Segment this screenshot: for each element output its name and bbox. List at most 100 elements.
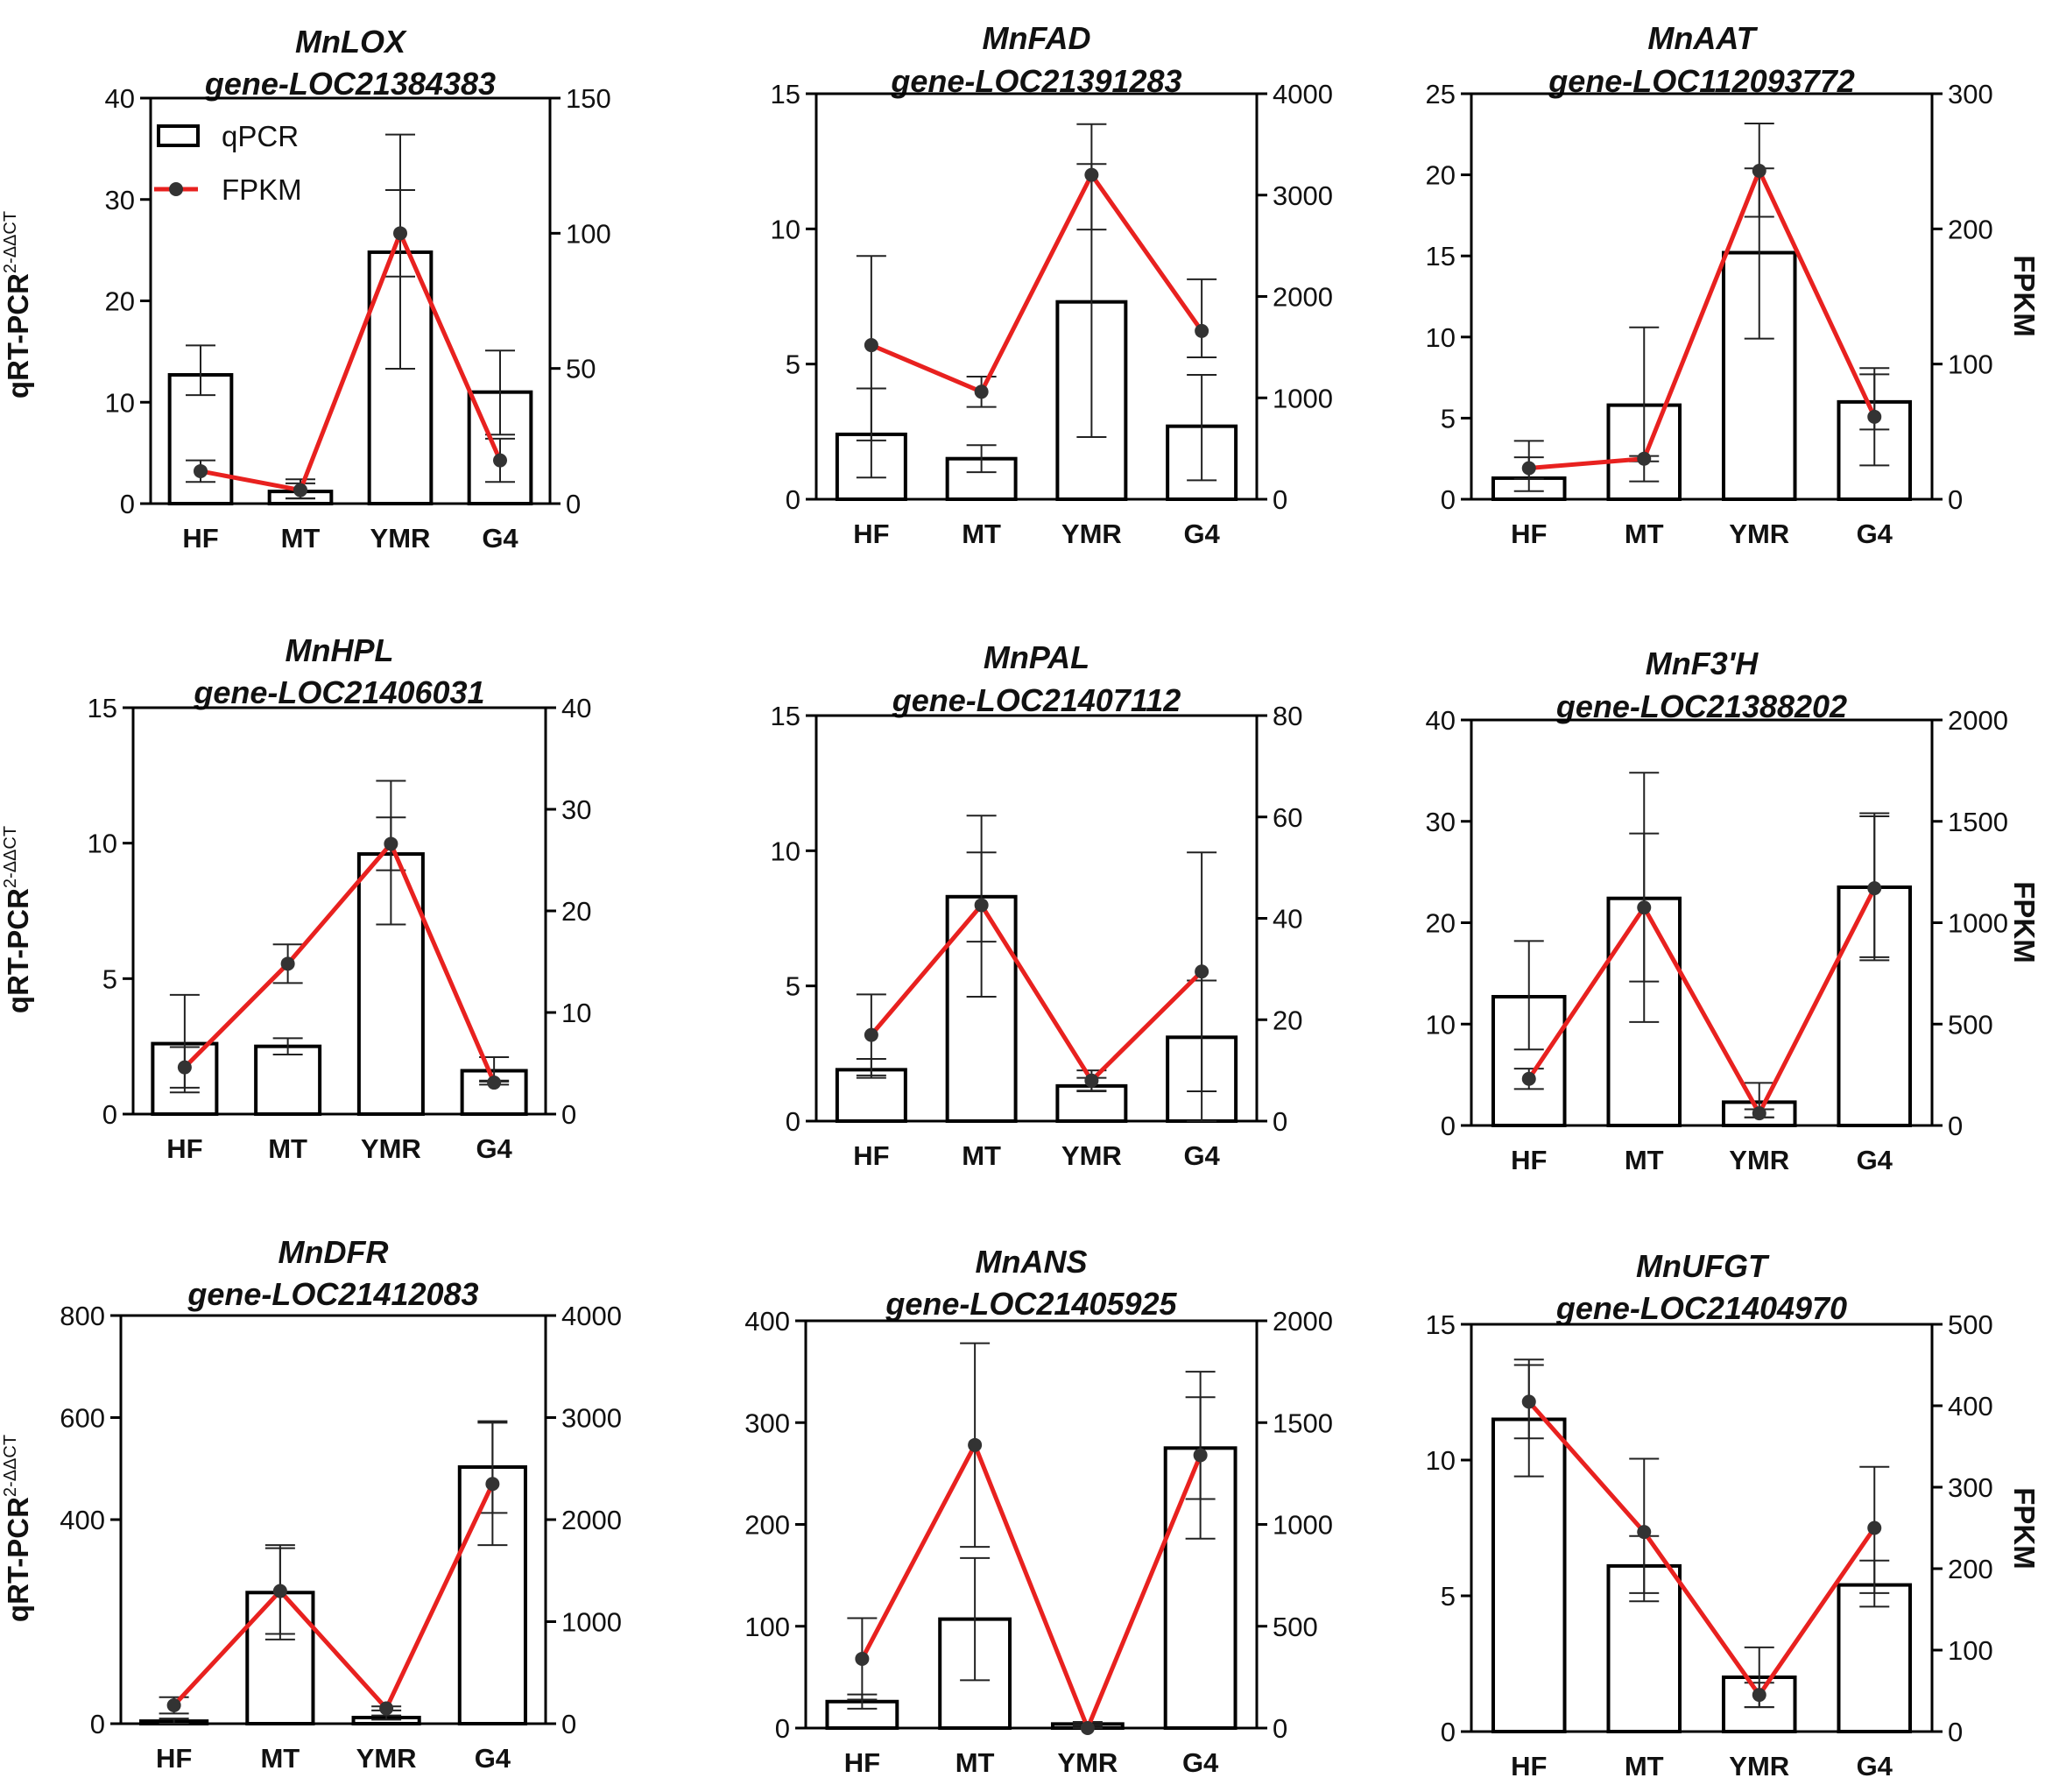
left-tick-label: 30 <box>105 185 135 215</box>
category-label: YMR <box>1061 519 1122 549</box>
left-tick-label: 10 <box>771 836 800 866</box>
left-tick-label: 15 <box>771 701 800 731</box>
chart-5: MnPAL gene-LOC21407112 0 5 10 15 0 20 40 60 80 HF MT… <box>771 639 1303 1171</box>
chart-3: MnAATgene-LOC112093772051015202501002003… <box>1426 20 1993 549</box>
right-tick-label: 1000 <box>1273 1510 1333 1541</box>
fpkm-line <box>1528 168 1877 470</box>
right-tick-label: 4000 <box>561 1301 622 1331</box>
fpkm-line <box>1527 887 1877 1116</box>
right-tick-label: 500 <box>1273 1612 1318 1642</box>
right-tick-label: 100 <box>1948 1635 1993 1666</box>
category-label: HF <box>1511 519 1547 549</box>
left-tick-label: 15 <box>1426 1309 1456 1340</box>
fpkm-line <box>172 1483 495 1711</box>
chart-title: MnPAL <box>984 639 1089 675</box>
fpkm-point <box>272 1584 287 1598</box>
right-tick-label: 20 <box>561 896 591 927</box>
left-tick-label: 10 <box>88 829 117 859</box>
fpkm-point <box>1080 1721 1095 1735</box>
fpkm-point <box>1752 163 1766 178</box>
left-tick-label: 0 <box>102 1099 117 1130</box>
chart-subtitle: gene-LOC21406031 <box>193 674 484 710</box>
qpcr-bar <box>457 1465 527 1725</box>
category-label: HF <box>844 1747 880 1778</box>
left-tick-label: 15 <box>88 693 117 723</box>
right-tick-label: 500 <box>1948 1309 1993 1340</box>
category-label: HF <box>853 519 889 549</box>
fpkm-point <box>1195 964 1209 979</box>
left-tick-label: 10 <box>105 387 135 418</box>
right-tick-label: 0 <box>1273 484 1287 515</box>
left-tick-label: 100 <box>744 1612 790 1642</box>
fpkm-point <box>1193 1448 1208 1463</box>
right-tick-label: 0 <box>561 1709 576 1739</box>
fpkm-point <box>194 463 208 478</box>
fpkm-point <box>1195 323 1209 338</box>
fpkm-point <box>1637 451 1652 466</box>
right-tick-label: 3000 <box>1273 180 1333 211</box>
right-tick-label: 300 <box>1948 1472 1993 1503</box>
fpkm-point <box>974 898 989 913</box>
chart-4: MnHPL gene-LOC21406031 0 5 10 15 0 10 20 30 40 HF MT… <box>88 632 592 1164</box>
fpkm-line <box>1527 1400 1877 1697</box>
legend-line-label: FPKM <box>222 173 302 206</box>
left-axis-title-main: qRT-PCR <box>2 1497 34 1622</box>
right-tick-label: 0 <box>1948 1111 1963 1141</box>
left-tick-label: 20 <box>105 286 135 317</box>
right-tick-label: 40 <box>561 693 591 723</box>
chart-subtitle: gene-LOC21407112 <box>892 682 1181 718</box>
left-axis-title-main: qRT-PCR <box>2 273 34 399</box>
category-label: HF <box>853 1140 889 1171</box>
fpkm-point <box>485 1477 500 1492</box>
left-tick-label: 15 <box>771 79 800 109</box>
right-tick-label: 1000 <box>1948 908 2008 939</box>
left-tick-label: 40 <box>1426 705 1456 736</box>
chart-subtitle: gene-LOC21384383 <box>204 66 496 102</box>
fpkm-point <box>177 1060 192 1075</box>
right-tick-label: 150 <box>566 83 611 114</box>
chart-6: MnF3'H gene-LOC21388202 0 10 20 30 40 0 500 1000 1… <box>1426 646 2008 1175</box>
category-label: YMR <box>356 1743 417 1774</box>
fpkm-point <box>166 1698 181 1713</box>
left-axis-title: qRT-PCR2-ΔΔCT <box>1 1435 34 1622</box>
left-tick-label: 30 <box>1426 807 1456 837</box>
left-tick-label: 200 <box>744 1510 790 1541</box>
left-tick-label: 10 <box>1426 1445 1456 1476</box>
left-tick-label: 40 <box>105 83 135 114</box>
chart-9: MnUFGT gene-LOC21404970 0 5 10 15 0 100 200 300 40… <box>1426 1248 1993 1781</box>
fpkm-point <box>1637 900 1652 915</box>
category-label: G4 <box>1183 519 1220 549</box>
left-tick-label: 5 <box>786 971 800 1002</box>
qpcr-bar <box>1837 1583 1913 1733</box>
category-label: G4 <box>1183 1140 1220 1171</box>
chart-7: MnDFR gene-LOC21412083 0 400 600 800 0 1000 2000… <box>60 1234 622 1774</box>
right-tick-label: 30 <box>561 794 591 825</box>
fpkm-point <box>280 956 295 971</box>
category-label: HF <box>156 1743 192 1774</box>
category-label: MT <box>1625 1145 1664 1175</box>
chart-subtitle: gene-LOC21404970 <box>1555 1290 1847 1326</box>
category-label: G4 <box>475 1743 511 1774</box>
right-tick-label: 100 <box>1948 349 1993 380</box>
left-tick-label: 5 <box>786 349 800 380</box>
left-tick-label: 600 <box>60 1403 105 1434</box>
right-axis-title: FPKM <box>2008 1487 2041 1570</box>
chart-title: MnLOX <box>295 24 407 60</box>
category-label: MT <box>1625 519 1664 549</box>
left-tick-label: 0 <box>1441 1717 1456 1747</box>
left-axis-title-superscript: 2-ΔΔCT <box>1 1435 20 1497</box>
fpkm-point <box>974 385 989 399</box>
right-tick-label: 2000 <box>561 1505 622 1535</box>
fpkm-point <box>384 836 398 851</box>
left-tick-label: 800 <box>60 1301 105 1331</box>
fpkm-point <box>968 1437 983 1452</box>
right-axis-title: FPKM <box>2008 255 2041 337</box>
fpkm-line <box>200 230 503 493</box>
left-axis-title-superscript: 2-ΔΔCT <box>1 211 20 273</box>
right-tick-label: 2000 <box>1948 705 2008 736</box>
category-label: MT <box>281 523 321 554</box>
right-tick-label: 1000 <box>1273 383 1333 413</box>
right-tick-label: 50 <box>566 354 596 385</box>
fpkm-point <box>1867 1520 1882 1535</box>
